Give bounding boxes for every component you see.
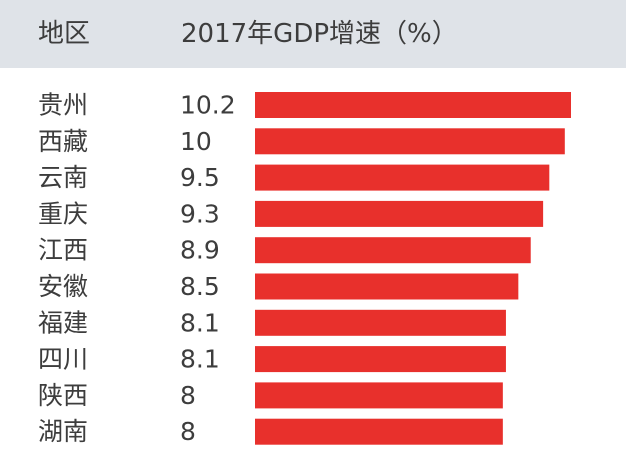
bar (255, 92, 571, 118)
value-label: 8 (180, 417, 196, 446)
category-label: 湖南 (38, 417, 88, 446)
value-label: 8.1 (180, 308, 220, 337)
value-label: 10 (180, 127, 212, 156)
value-label: 8.1 (180, 345, 220, 374)
category-label: 贵州 (38, 91, 88, 120)
bar (255, 164, 550, 191)
bar (255, 346, 506, 373)
value-label: 8.9 (180, 236, 220, 265)
bar (255, 418, 503, 445)
category-label: 四川 (38, 345, 88, 374)
bar (255, 237, 531, 264)
value-label: 9.3 (180, 199, 220, 228)
value-label: 8.5 (180, 272, 220, 301)
category-label: 江西 (38, 236, 88, 265)
bar (255, 309, 506, 336)
bar (255, 200, 544, 227)
bar (255, 382, 503, 409)
value-label: 9.5 (180, 163, 220, 192)
category-label: 福建 (38, 308, 88, 337)
table-header: 地区 2017年GDP增速（%） (0, 0, 626, 68)
value-label: 10.2 (180, 91, 236, 120)
category-label: 重庆 (38, 199, 88, 228)
bar (255, 273, 519, 300)
bar (255, 128, 565, 155)
category-label: 云南 (38, 163, 88, 192)
category-label: 西藏 (38, 127, 88, 156)
category-label: 陕西 (38, 381, 88, 410)
category-label: 安徽 (38, 272, 88, 301)
value-label: 8 (180, 381, 196, 410)
region-column-header: 地区 (38, 19, 91, 49)
gdp-growth-column-header: 2017年GDP增速（%） (181, 19, 458, 49)
